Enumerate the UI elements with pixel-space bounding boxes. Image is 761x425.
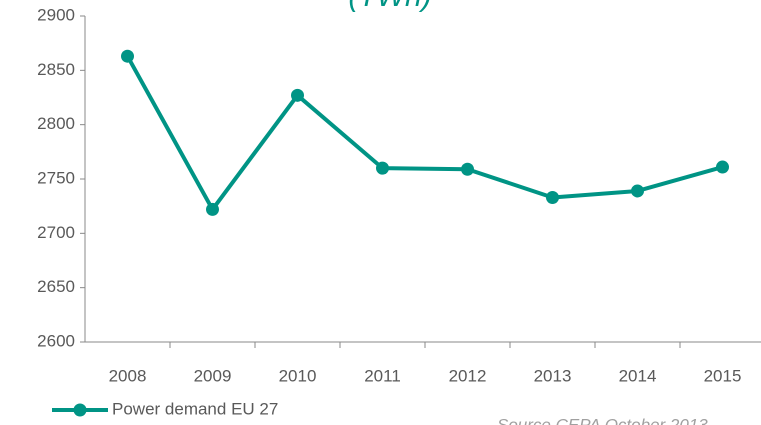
legend-marker bbox=[73, 403, 87, 417]
x-tick-label: 2014 bbox=[619, 366, 657, 385]
data-point bbox=[376, 161, 389, 175]
data-point bbox=[121, 49, 134, 63]
data-point bbox=[291, 88, 304, 102]
x-tick-label: 2012 bbox=[449, 366, 487, 385]
x-tick-label: 2015 bbox=[704, 366, 742, 385]
y-tick-label: 2600 bbox=[37, 331, 75, 350]
x-tick-label: 2011 bbox=[364, 366, 401, 385]
x-tick-label: 2009 bbox=[194, 366, 232, 385]
y-tick-label: 2850 bbox=[37, 60, 75, 79]
y-tick-label: 2750 bbox=[37, 168, 75, 187]
x-tick-label: 2010 bbox=[279, 366, 317, 385]
data-point bbox=[461, 162, 474, 176]
data-line bbox=[125, 55, 724, 212]
data-point bbox=[206, 202, 219, 216]
x-tick-label: 2008 bbox=[109, 366, 147, 385]
y-tick-label: 2900 bbox=[37, 5, 75, 24]
data-point bbox=[631, 184, 644, 198]
y-tick-label: 2650 bbox=[37, 277, 75, 296]
source-note: Source CEPA October 2013 bbox=[497, 415, 708, 425]
data-point bbox=[546, 190, 559, 204]
y-tick-label: 2700 bbox=[37, 223, 75, 242]
y-tick-label: 2800 bbox=[37, 114, 75, 133]
x-tick-label: 2013 bbox=[534, 366, 572, 385]
legend-label: Power demand EU 27 bbox=[112, 399, 278, 418]
data-point bbox=[716, 160, 729, 174]
chart-title: (TWh) bbox=[348, 0, 431, 13]
